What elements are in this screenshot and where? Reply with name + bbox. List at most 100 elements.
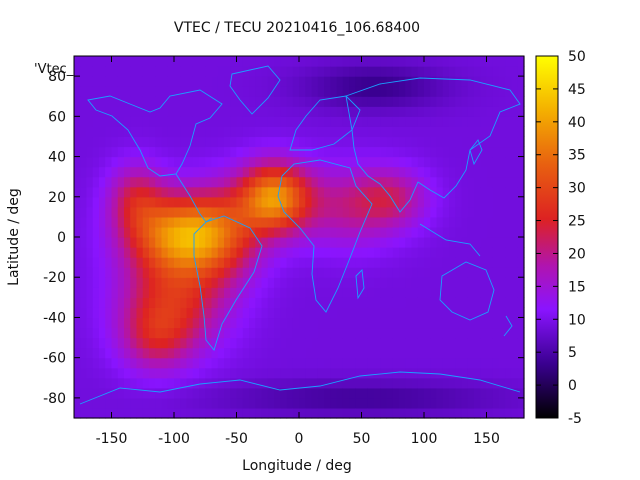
heatmap-cell (461, 146, 469, 158)
heatmap-cell (405, 267, 413, 278)
heatmap-cell (261, 106, 269, 117)
colorbar-tick-label: 5 (568, 345, 577, 361)
heatmap-cell (430, 257, 438, 268)
heatmap-cell (461, 307, 469, 319)
heatmap-cell (505, 216, 513, 228)
heatmap-cell (430, 287, 438, 298)
heatmap-cell (474, 96, 481, 107)
heatmap-cell (517, 216, 525, 228)
heatmap-cell (261, 287, 269, 298)
heatmap-cell (249, 257, 256, 268)
heatmap-cell (117, 347, 125, 359)
heatmap-cell (324, 237, 331, 248)
heatmap-cell (374, 407, 381, 419)
heatmap-cell (92, 397, 100, 409)
heatmap-cell (136, 216, 144, 228)
heatmap-cell (361, 357, 369, 369)
heatmap-cell (224, 96, 231, 107)
heatmap-cell (267, 247, 275, 258)
heatmap-cell (136, 397, 144, 409)
heatmap-cell (492, 86, 500, 97)
heatmap-cell (217, 106, 225, 117)
heatmap-cell (517, 347, 525, 359)
heatmap-cell (324, 397, 331, 409)
heatmap-cell (149, 367, 156, 379)
heatmap-cell (449, 357, 456, 369)
heatmap-cell (436, 86, 444, 97)
heatmap-cell (430, 367, 438, 379)
heatmap-cell (224, 66, 231, 77)
heatmap-cell (499, 76, 506, 87)
heatmap-cell (105, 176, 113, 188)
heatmap-cell (236, 327, 244, 339)
y-tick-label: 40 (48, 150, 66, 166)
heatmap-cell (74, 367, 81, 379)
heatmap-cell (186, 247, 194, 258)
heatmap-cell (180, 277, 188, 288)
heatmap-cell (217, 96, 225, 107)
colorbar-tick-label: 10 (568, 312, 586, 328)
coast-central-america (175, 173, 213, 223)
heatmap-cell (167, 247, 175, 258)
heatmap-cell (124, 226, 131, 238)
heatmap-cell (505, 337, 513, 349)
heatmap-cell (286, 267, 294, 278)
heatmap-cell (449, 86, 456, 97)
heatmap-cell (505, 367, 513, 379)
heatmap-cell (186, 56, 194, 67)
heatmap-cell (130, 156, 138, 168)
heatmap-cell (430, 106, 438, 117)
heatmap-cell (374, 56, 381, 67)
heatmap-cell (455, 66, 463, 77)
heatmap-cell (380, 327, 388, 339)
heatmap-cell (361, 307, 369, 319)
heatmap-cell (99, 146, 106, 158)
heatmap-cell (374, 206, 381, 218)
heatmap-cell (155, 257, 163, 268)
x-tick-label: -50 (225, 431, 248, 447)
heatmap-cell (430, 126, 438, 138)
heatmap-cell (236, 56, 244, 67)
heatmap-cell (280, 66, 288, 77)
heatmap-cell (442, 206, 450, 218)
heatmap-cell (267, 327, 275, 339)
heatmap-cell (349, 267, 356, 278)
heatmap-cell (299, 86, 306, 97)
heatmap-cell (474, 277, 481, 288)
heatmap-cell (417, 257, 425, 268)
heatmap-cell (99, 327, 106, 339)
heatmap-cell (230, 287, 238, 298)
heatmap-cell (436, 206, 444, 218)
heatmap-cell (136, 277, 144, 288)
heatmap-cell (380, 247, 388, 258)
heatmap-cell (286, 357, 294, 369)
heatmap-cell (417, 166, 425, 178)
heatmap-cell (517, 66, 525, 77)
heatmap-cell (411, 337, 419, 349)
heatmap-cell (142, 136, 150, 148)
heatmap-cell (474, 176, 481, 188)
heatmap-cell (436, 397, 444, 409)
heatmap-cell (505, 156, 513, 168)
heatmap-cell (461, 196, 469, 208)
heatmap-cell (380, 146, 388, 158)
heatmap-cell (249, 56, 256, 67)
heatmap-cell (442, 156, 450, 168)
heatmap-cell (142, 257, 150, 268)
heatmap-cell (517, 317, 525, 329)
heatmap-cell (255, 387, 263, 399)
heatmap-cell (342, 387, 350, 399)
heatmap-cell (199, 206, 206, 218)
heatmap-cell (130, 357, 138, 369)
heatmap-cell (130, 166, 138, 178)
heatmap-cell (155, 196, 163, 208)
heatmap-cell (299, 307, 306, 319)
heatmap-cell (411, 186, 419, 198)
heatmap-cell (211, 257, 219, 268)
heatmap-cell (186, 387, 194, 399)
heatmap-cell (180, 317, 188, 329)
heatmap-cell (474, 196, 481, 208)
heatmap-cell (367, 337, 375, 349)
heatmap-cell (286, 237, 294, 248)
heatmap-cell (324, 307, 331, 319)
